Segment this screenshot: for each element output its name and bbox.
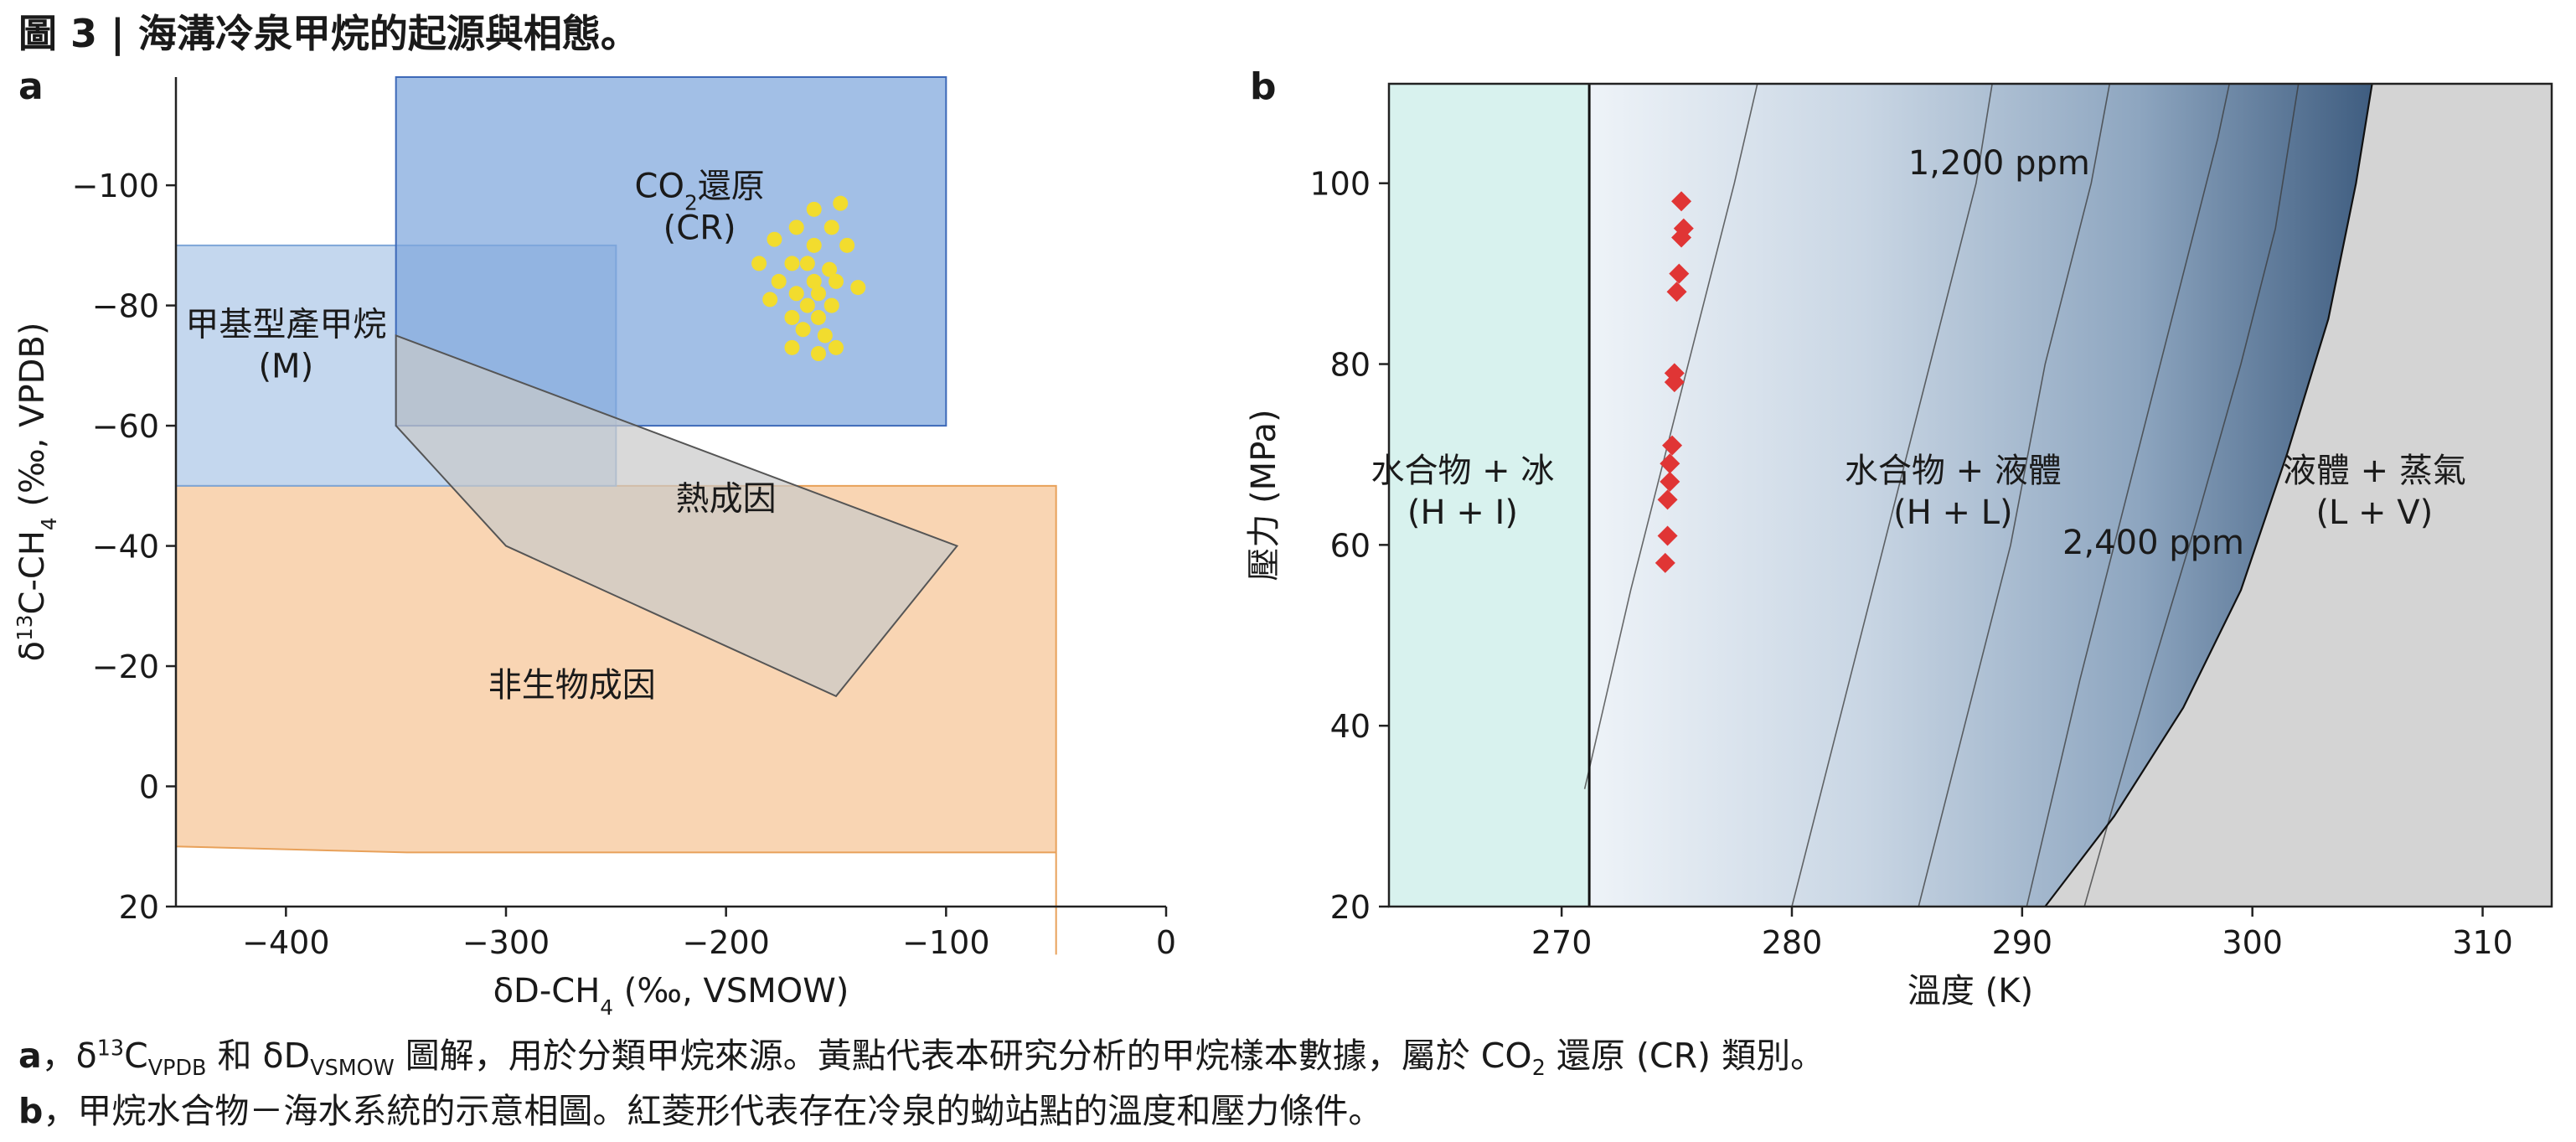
contour-line: [2026, 83, 2230, 907]
data-point: [833, 195, 849, 211]
x-tick-label: 290: [1992, 924, 2053, 961]
x-tick-label: −300: [462, 924, 550, 961]
x-tick-label: 280: [1762, 924, 1823, 961]
data-point: [784, 309, 800, 325]
data-marker-diamond: [1657, 489, 1678, 510]
contour-line: [1918, 83, 2111, 907]
data-marker-diamond: [1664, 372, 1685, 393]
data-point: [806, 201, 822, 217]
x-tick-label: 300: [2222, 924, 2283, 961]
x-tick-label: −100: [902, 924, 989, 961]
data-point: [799, 297, 815, 313]
x-tick-label: −400: [242, 924, 329, 961]
caption-b: b，甲烷水合物－海水系統的示意相圖。紅菱形代表存在冷泉的蚴站點的溫度和壓力條件。: [18, 1091, 1383, 1131]
region-label-1-0: 甲基型產甲烷: [185, 305, 386, 344]
contour-line: [1791, 83, 1993, 907]
data-point: [784, 339, 800, 355]
x-tick-label: −200: [682, 924, 769, 961]
data-point: [829, 339, 844, 355]
data-point: [810, 286, 826, 302]
data-marker-diamond: [1660, 453, 1680, 474]
data-marker-diamond: [1669, 263, 1690, 284]
data-marker-diamond: [1655, 552, 1675, 573]
region-label-2-0: CO2還原: [635, 167, 765, 214]
region-label-1-0: 水合物 + 液體: [1845, 452, 2062, 490]
y-axis-label: δ13C-CH4 (‰, VPDB): [13, 323, 61, 662]
liquid-vapor-boundary: [2044, 83, 2373, 907]
data-point: [771, 273, 787, 289]
data-point: [806, 237, 822, 253]
panel-b-letter: b: [1250, 65, 1277, 108]
panel-a-letter: a: [18, 65, 44, 108]
data-marker-diamond: [1657, 525, 1678, 546]
region-label-0-1: (H + I): [1407, 493, 1518, 532]
y-tick-label: −40: [92, 529, 159, 566]
data-point: [767, 231, 782, 247]
region-label-2-0: 液體 + 蒸氣: [2283, 452, 2466, 490]
data-point: [823, 297, 839, 313]
caption-a: a，δ13CVPDB 和 δDVSMOW 圖解，用於分類甲烷來源。黃點代表本研究…: [18, 1035, 1825, 1081]
y-tick-label: −60: [92, 408, 159, 445]
data-point: [799, 256, 815, 271]
y-tick-label: 20: [119, 889, 159, 926]
x-tick-label: 270: [1531, 924, 1593, 961]
contour-label: 1,200 ppm: [1908, 144, 2090, 183]
region-2: [395, 76, 947, 427]
y-tick-label: 0: [139, 769, 159, 806]
x-axis-label: δD-CH4 (‰, VSMOW): [493, 972, 849, 1020]
contour-line: [2083, 83, 2300, 907]
y-tick-label: 100: [1309, 166, 1371, 203]
y-tick-label: −20: [92, 649, 159, 685]
region-label-2-1: (L + V): [2315, 493, 2433, 532]
y-tick-label: 60: [1330, 527, 1371, 564]
contour-label: 2,400 ppm: [2062, 524, 2244, 562]
data-point: [751, 256, 767, 271]
y-axis-label: 壓力 (MPa): [1245, 409, 1283, 581]
data-marker-diamond: [1662, 435, 1683, 456]
data-marker-diamond: [1671, 227, 1692, 248]
data-point: [850, 280, 866, 296]
data-point: [788, 286, 804, 302]
data-point: [822, 261, 838, 277]
region-label-0-0: 水合物 + 冰: [1371, 452, 1554, 490]
y-tick-label: 40: [1330, 708, 1371, 745]
data-point: [829, 273, 844, 289]
data-point: [788, 220, 804, 235]
region-hydrate-ice: [1389, 84, 1590, 907]
figure-title: 圖 3 | 海溝冷泉甲烷的起源與相態。: [18, 11, 639, 56]
plot-frame: [1387, 82, 2553, 908]
data-point: [810, 346, 826, 361]
data-point: [810, 309, 826, 325]
y-tick-label: 80: [1330, 347, 1371, 384]
region-label-0-0: 非生物成因: [488, 666, 656, 705]
data-point: [823, 220, 839, 235]
x-axis-label: 溫度 (K): [1907, 972, 2033, 1010]
data-point: [806, 273, 822, 289]
caption-b-letter: b: [18, 1091, 44, 1131]
region-label-1-1: (M): [258, 347, 313, 385]
region-3: [395, 334, 959, 698]
x-tick-label: 0: [1156, 924, 1176, 961]
x-tick-label: 310: [2452, 924, 2513, 961]
data-marker-diamond: [1671, 191, 1692, 212]
caption-a-letter: a: [18, 1036, 42, 1076]
panel-b-chart: 1,200 ppm 2,400 ppm 水合物 + 冰(H + I) 水合物 + 液體…: [1245, 82, 2553, 1010]
region-label-3-0: 熱成因: [676, 480, 777, 519]
data-point: [784, 256, 800, 271]
y-tick-label: −80: [92, 288, 159, 325]
y-tick-label: 20: [1330, 889, 1371, 926]
data-marker-diamond: [1660, 471, 1680, 492]
contour-line: [1583, 83, 1758, 789]
data-point: [839, 237, 855, 253]
data-point: [817, 328, 833, 344]
data-marker-diamond: [1666, 282, 1687, 302]
region-hydrate-liquid: [1589, 84, 2372, 907]
region-label-1-1: (H + L): [1893, 493, 2013, 532]
data-point: [795, 322, 811, 338]
y-tick-label: −100: [72, 168, 159, 204]
data-point: [762, 292, 778, 307]
region-label-2-1: (CR): [663, 209, 736, 247]
